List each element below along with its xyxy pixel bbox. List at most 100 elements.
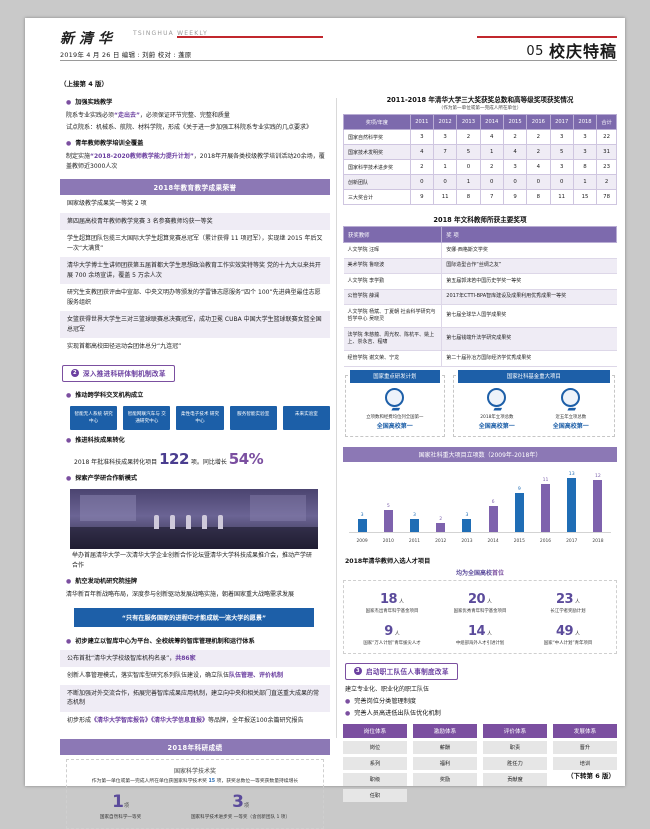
photo-figure	[170, 514, 175, 529]
stat-middle: 项。同比增长	[190, 458, 227, 466]
table-cell: 0	[456, 159, 481, 175]
photo-screen-left	[80, 494, 136, 521]
bullet-item: ● 加强实践教学	[66, 98, 330, 108]
chart-x-label: 2018	[592, 538, 604, 544]
table-cell: 2	[596, 174, 617, 190]
bullet-label: 完善岗位分类管理制度	[354, 697, 417, 705]
talent-stat-label: 国家杰出青年科学基金项目	[365, 608, 419, 614]
column-header: 2018	[572, 114, 598, 130]
table-cell: 3	[572, 144, 598, 160]
research-center-box: 未来实验室	[282, 405, 331, 430]
section-number-badge: 3	[354, 667, 362, 675]
column-divider	[336, 98, 337, 738]
chart-axis	[349, 531, 611, 533]
awards-table: 奖项/年度 2011 2012 2013 2014 2015 2016 2017…	[343, 114, 617, 205]
medal-ribbon-icon: ▰▰	[391, 404, 400, 413]
talent-stat-unit: 人	[575, 630, 581, 637]
section-heading-research-reform: 2 深入推进科研体制机制改革	[62, 364, 175, 382]
newspaper-page: 新清华 TSINGHUA WEEKLY 2019年 4 月 26 日 编辑 : …	[25, 18, 625, 829]
medal-ribbon-icon: ▰▰	[493, 404, 502, 413]
chart-x-label: 2010	[382, 538, 394, 544]
badge-group-key-rd: 国家重点研发计划 ▰▰ 立项数和经费均位列全国第一 全国高校第一	[345, 369, 445, 437]
list-item-text: 公布首批“清华大学校级智库机构名录”，	[67, 654, 176, 662]
medal-rank: 全国高校第一	[376, 422, 413, 430]
publication-logo: 新清华	[60, 31, 117, 47]
talent-stats-row: 18 人国家杰出青年科学基金项目 20 人国家优秀青年科学基金项目 23 人长江学者奖…	[348, 588, 612, 614]
research-center-box: 服务智能实验室	[229, 405, 277, 430]
talent-stat-unit: 人	[399, 598, 405, 605]
award-stat-label: 国家科学技术进步奖 一等奖（含创新团队 1 项）	[190, 815, 291, 820]
publication-logo-english: TSINGHUA WEEKLY	[133, 30, 208, 37]
achievements-list: 国家级教学成果奖一等奖 2 项 第四届高校青年教师教学竞赛 3 名参赛教师均获一…	[60, 195, 330, 356]
award-stats-row: 1项 国家自然科学一等奖 3项 国家科学技术进步奖 一等奖（含创新团队 1 项）	[75, 792, 315, 820]
system-column-item: 贡献度	[483, 772, 547, 786]
bullet-item: ● 完善岗位分类管理制度	[345, 697, 617, 707]
chart-x-labels: 2009 2010 2011 2012 2013 2014 2015 2016 2017 2018	[349, 539, 611, 544]
chart-bar-value: 3	[465, 512, 469, 518]
talent-stat-number: 14	[467, 623, 486, 639]
list-item-text: 初步形成	[67, 716, 92, 724]
talent-stat-label: 国家优秀青年科学基金项目	[453, 608, 507, 614]
photo-screen-right	[250, 494, 306, 521]
table-cell: 1	[432, 159, 458, 175]
bullet-dot-icon: ●	[66, 637, 72, 645]
column-header: 2011	[409, 114, 434, 130]
chart-bar-group: 3	[454, 472, 480, 532]
table-cell: 23	[596, 159, 617, 175]
left-column: ● 加强实践教学 院系专业实践必须“走出去”，必须保证环节完整、完整和质量 试点…	[60, 92, 331, 829]
table-row: 人文学院 杨斌、丁夏朝 社会科学研究与哲学中心 吴晓灵 第七届全球华人国学成果奖	[343, 304, 617, 328]
table-cell: 8	[572, 159, 598, 175]
list-item: 创新人事管理模式，落实智库型研究系列队伍建设，确立队伍队伍管理、评价机制	[60, 667, 330, 685]
table-row: 法学院 朱慈蕴、周光权、陈杭平、姚上上、崇永吉、程啸 第七届钱端升法学研究成果奖	[343, 327, 617, 351]
table-cell: 7	[432, 144, 458, 160]
system-column: 岗位体系 岗位 系列 职级 任职	[343, 723, 407, 802]
teacher-name: 美术学院 鲁晓波	[343, 258, 443, 274]
table-body: 国家自然科学奖 3 3 2 4 2 2 3 3 22 国家技术发明奖 4 7 5 1 4 2 5 3 31 国家科学技术…	[343, 129, 617, 205]
chart-bar-value: 2	[439, 516, 443, 522]
chart-bar-group: 3	[349, 472, 375, 532]
photo-caption: 举办首届清华大学一次清华大学企业创新合作论坛暨清华大学科技成果推介会，推动产学研…	[72, 551, 313, 569]
award-stat: 1项 国家自然科学一等奖	[100, 792, 141, 820]
list-item: 第四届高校青年教师教学竞赛 3 名参赛教师均获一等奖	[60, 212, 330, 230]
caption-value: 15	[208, 779, 216, 784]
paragraph-text: ，必须保证环节完整、完整和质量	[139, 112, 230, 119]
award-name: 安娜·西格斯文学奖	[441, 242, 617, 259]
table-body: 人文学院 汪晖 安娜·西格斯文学奖 美术学院 鲁晓波 国际造型合作“丝绸之友” 人文学院…	[343, 242, 617, 367]
talent-section-title: 2018年清华教师入选人才项目	[345, 557, 431, 565]
bullet-label: 加强实践教学	[75, 99, 113, 106]
column-header: 2014	[479, 114, 504, 130]
medal-ring-icon	[561, 387, 581, 407]
bullet-dot-icon: ●	[66, 474, 72, 482]
list-item-text: 创新人事管理模式，落实智库型研究系列队伍建设，确立队伍	[67, 672, 230, 679]
row-label: 创新团队	[343, 174, 411, 190]
column-header: 2015	[502, 114, 528, 130]
award-name: 2017年CTTI-BPA智库建设及成果利用优秀成果一等奖	[441, 289, 617, 305]
achievements-title: 2018年教育教学成果荣誉	[60, 179, 330, 195]
table-cell: 4	[502, 144, 528, 160]
talent-headline: 均为全国高校首位	[343, 568, 617, 577]
chart-x-label: 2016	[539, 538, 552, 544]
chart-bar	[593, 480, 603, 532]
talent-stat-label: 国家“万人计划”青年拔尖人才	[363, 640, 421, 646]
social-science-chart: 国家社科重大项目立项数（2009年-2018年） 3 5 3 2 3 6 9 11 13 12 2…	[343, 446, 617, 546]
bullet-label: 青年教师教学培训全覆盖	[75, 140, 144, 147]
system-column-item: 培训	[553, 756, 617, 770]
table-cell: 5	[549, 144, 574, 160]
column-header: 2012	[432, 114, 458, 130]
system-column-item: 岗位	[343, 740, 407, 754]
chart-bar-value: 13	[568, 471, 575, 477]
chart-bar-group: 12	[585, 472, 611, 532]
medal-caption: 近五年立项总数	[555, 414, 587, 420]
bullet-label: 探索产学研合作新模式	[75, 474, 138, 482]
chart-bar-group: 9	[506, 472, 532, 532]
table-cell: 0	[409, 174, 434, 190]
bullet-item: ● 推动跨学科交叉机构成立	[66, 391, 330, 401]
table-cell: 1	[572, 174, 598, 190]
teacher-name: 法学院 朱慈蕴、周光权、陈杭平、姚上上、崇永吉、程啸	[343, 327, 443, 351]
achievements-panel: 2018年教育教学成果荣誉 国家级教学成果奖一等奖 2 项 第四届高校青年教师教…	[60, 179, 330, 356]
system-column-item: 职责	[483, 740, 547, 754]
table-cell: 15	[572, 189, 598, 205]
bullet-label: 航空发动机研究院挂牌	[75, 577, 138, 585]
system-column-item: 系列	[343, 756, 407, 770]
chart-bar	[541, 484, 551, 532]
